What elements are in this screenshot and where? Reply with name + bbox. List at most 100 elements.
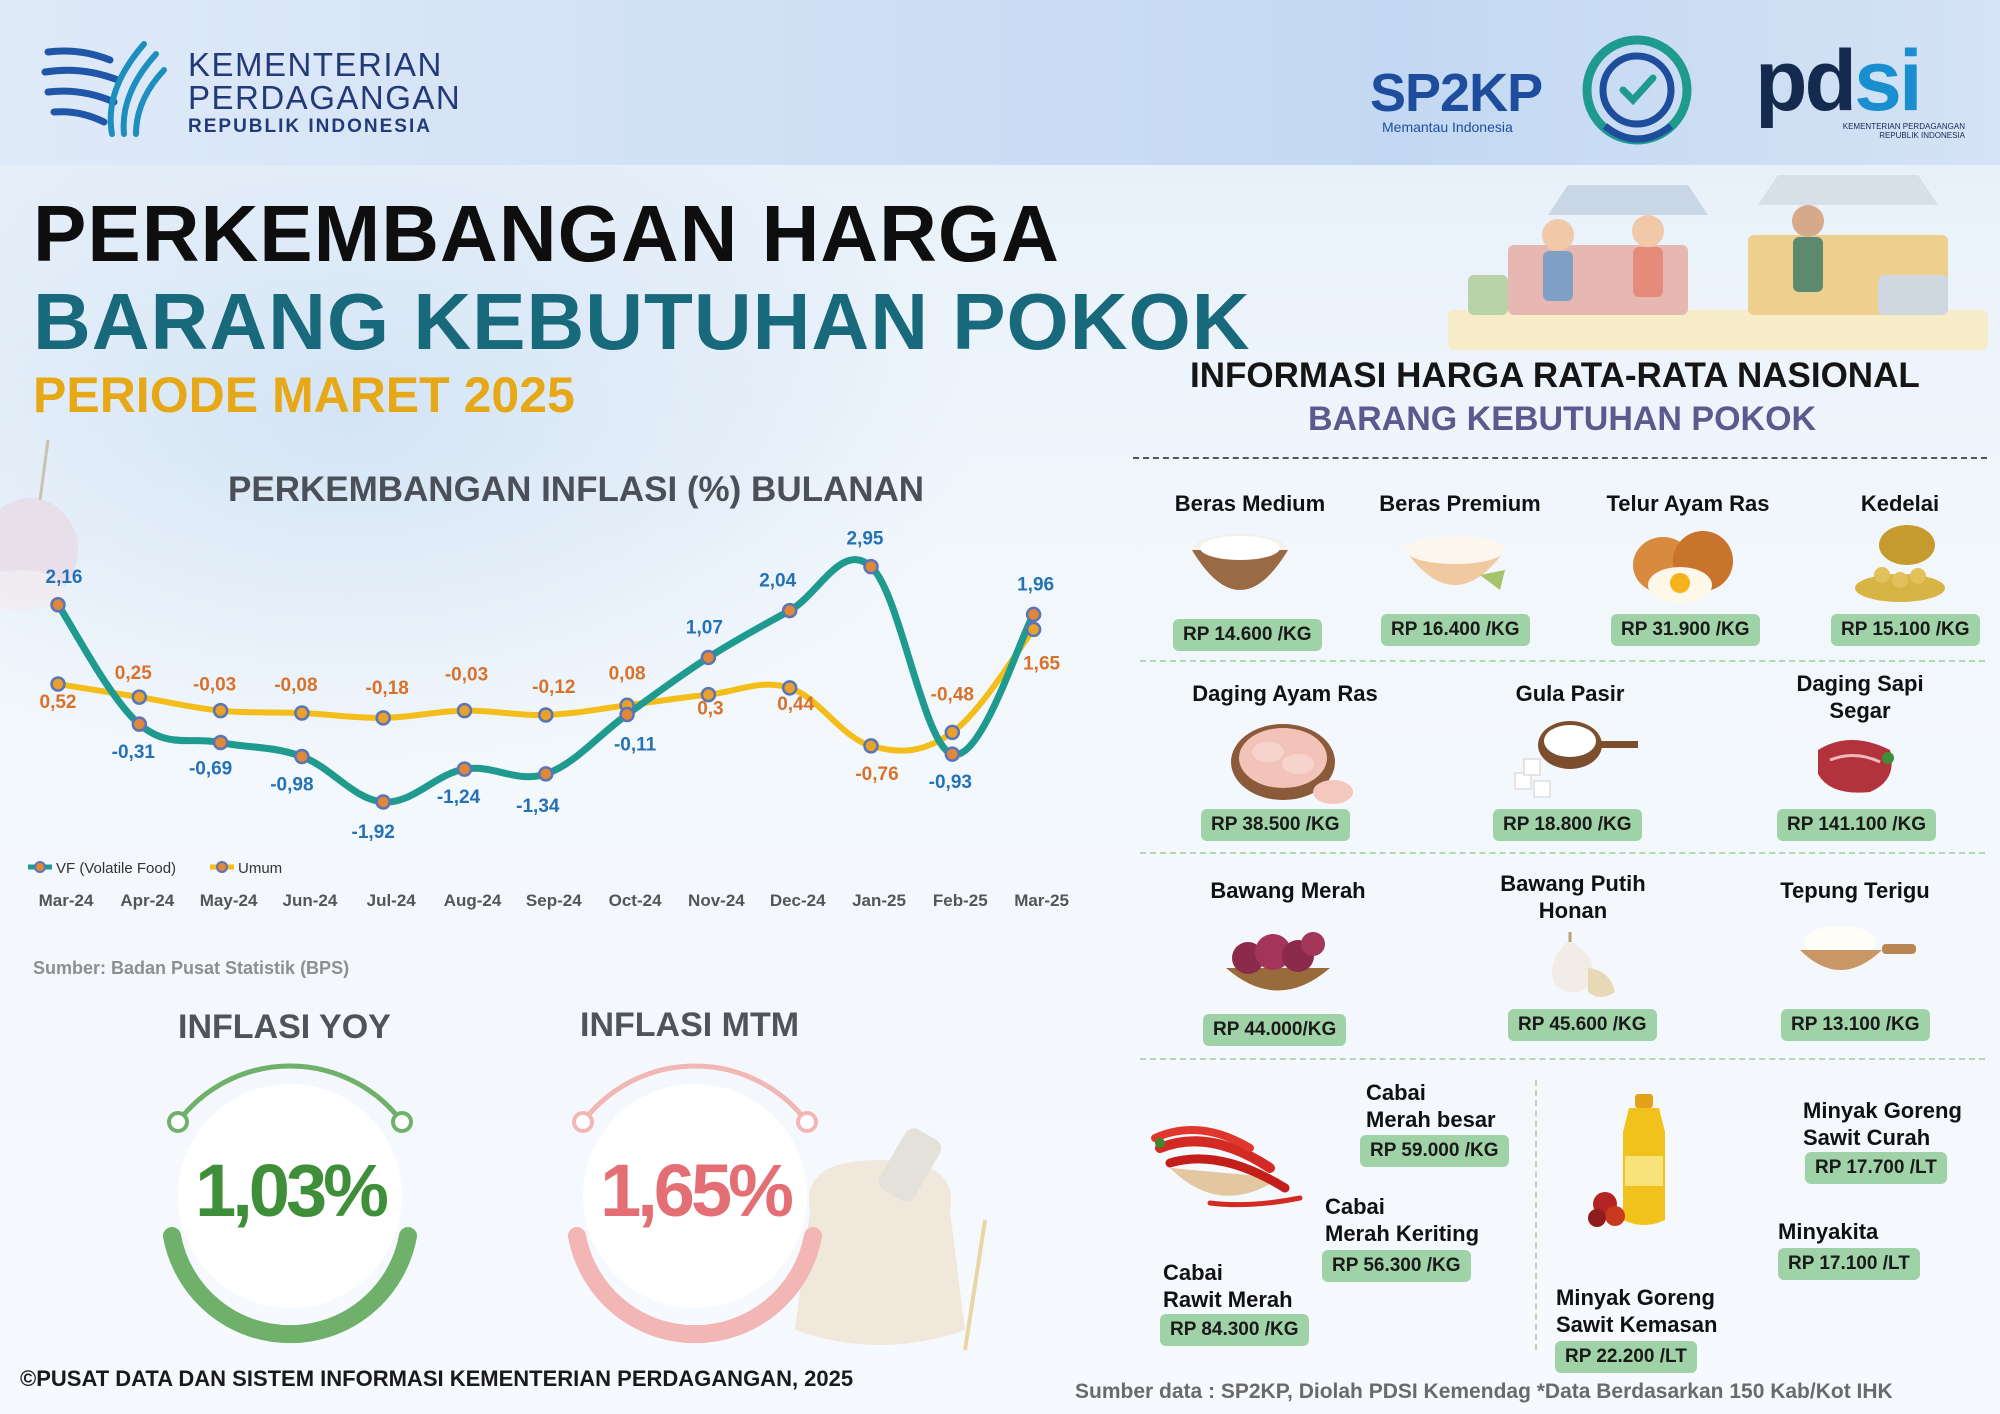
item-daging-ayam-name: Daging Ayam Ras — [1192, 681, 1378, 706]
footer-copyright: ©PUSAT DATA DAN SISTEM INFORMASI KEMENTE… — [20, 1366, 854, 1391]
soybean-icon — [1855, 525, 1945, 602]
page-period: PERIODE MARET 2025 — [33, 367, 575, 423]
egg-icon — [1633, 531, 1733, 603]
data-point-vf — [700, 649, 717, 666]
ministry-line1: KEMENTERIAN — [188, 46, 443, 83]
item-minyakita-price: RP 17.100 /LT — [1778, 1248, 1920, 1280]
x-tick-label: Jul-24 — [367, 891, 417, 910]
data-point-vf — [781, 602, 798, 619]
premium-rice-bowl-icon — [1405, 536, 1505, 590]
data-point-vf — [212, 734, 229, 751]
source-bps: Sumber: Badan Pusat Statistik (BPS) — [33, 958, 350, 978]
item-beras-medium-price: RP 14.600 /KG — [1173, 619, 1322, 651]
data-label-umum: -0,08 — [274, 675, 317, 696]
ministry-name: KEMENTERIAN PERDAGANGAN REPUBLIK INDONES… — [188, 48, 461, 140]
data-label-vf: 1,96 — [1017, 574, 1054, 595]
item-tepung-price: RP 13.100 /KG — [1781, 1009, 1930, 1041]
data-point-umum — [538, 707, 554, 723]
item-cabai-besar-name: Cabai Merah besar — [1366, 1079, 1546, 1133]
legend-vf-marker — [34, 861, 46, 873]
data-point-umum — [456, 702, 473, 719]
mtm-gauge-disc — [583, 1084, 807, 1308]
item-cabai-rawit-name-1: Cabai — [1163, 1260, 1223, 1285]
mtm-gauge-knob-right — [796, 1111, 818, 1133]
item-telur-name: Telur Ayam Ras — [1606, 491, 1770, 516]
x-tick-label: Mar-24 — [39, 891, 94, 910]
data-label-umum: 0,08 — [609, 663, 646, 684]
x-tick-label: Aug-24 — [444, 891, 502, 910]
garlic-icon — [1552, 932, 1615, 997]
mtm-gauge-knob-left — [572, 1111, 594, 1133]
item-beras-premium-name: Beras Premium — [1379, 491, 1541, 516]
sp2kp-emblem-icon — [1582, 35, 1692, 145]
data-point-umum — [212, 702, 229, 719]
data-label-umum: 1,65 — [1023, 653, 1060, 674]
item-minyak-curah-name: Minyak Goreng Sawit Curah — [1803, 1097, 2000, 1151]
data-label-vf: 2,04 — [759, 571, 796, 592]
mtm-gauge — [568, 1063, 822, 1344]
item-minyak-kemasan-name-2: Sawit Kemasan — [1556, 1312, 1718, 1337]
data-point-vf — [863, 558, 879, 575]
yoy-gauge-arc-top — [176, 1063, 404, 1124]
mtm-gauge-arc-top — [581, 1063, 809, 1124]
market-illustration — [1448, 175, 1988, 350]
x-tick-label: Apr-24 — [120, 891, 174, 910]
item-bawang-putih-price: RP 45.600 /KG — [1508, 1009, 1657, 1041]
item-cabai-keriting-name: Cabai Merah Keriting — [1325, 1193, 1525, 1247]
pdsi-logo-pd: pd — [1755, 33, 1857, 129]
footer-source: Sumber data : SP2KP, Diolah PDSI Kemenda… — [1075, 1380, 1893, 1403]
data-point-umum — [863, 738, 879, 754]
yoy-gauge — [163, 1063, 417, 1344]
column-divider — [1535, 1080, 1537, 1350]
item-cabai-rawit-name: Cabai Rawit Merah — [1163, 1259, 1343, 1313]
item-bawang-putih-name: Bawang Putih Honan — [1458, 870, 1688, 924]
pdsi-logo-si: si — [1854, 33, 1923, 129]
chili-icon — [1151, 1126, 1303, 1208]
ministry-line2: PERDAGANGAN — [188, 79, 462, 116]
inflasi-mtm-value: 1,65% — [600, 1149, 794, 1232]
item-gula-name: Gula Pasir — [1515, 681, 1625, 706]
data-point-umum — [944, 724, 961, 741]
data-point-umum — [700, 686, 717, 703]
sp2kp-logo-text: SP2KP — [1370, 63, 1543, 123]
pdsi-sub: KEMENTERIAN PERDAGANGAN REPUBLIK INDONES… — [1842, 122, 1965, 140]
kemendag-logo-icon — [41, 41, 167, 137]
data-label-vf: -0,11 — [614, 734, 657, 755]
data-label-vf: 1,07 — [686, 617, 723, 638]
item-gula-price: RP 18.800 /KG — [1493, 809, 1642, 841]
rice-bowl-icon — [1192, 534, 1288, 590]
data-label-vf: -0,93 — [929, 772, 972, 793]
sp2kp-tagline: Memantau Indonesia — [1382, 119, 1513, 135]
item-kedelai-price: RP 15.100 /KG — [1831, 614, 1980, 646]
x-tick-label: Oct-24 — [609, 891, 662, 910]
item-minyak-curah-price: RP 17.700 /LT — [1805, 1152, 1947, 1184]
data-point-vf — [375, 794, 391, 810]
row-divider-2 — [1140, 852, 1985, 854]
flour-sack-decor-icon — [795, 1128, 987, 1351]
yoy-gauge-knob-left — [167, 1111, 189, 1133]
legend-vf-label: VF (Volatile Food) — [56, 860, 176, 877]
flour-bowl-icon — [1800, 926, 1916, 970]
data-label-umum: 0,3 — [697, 699, 723, 720]
item-minyakita-name: Minyakita — [1778, 1219, 1879, 1244]
data-label-vf: -1,24 — [437, 787, 481, 808]
data-point-umum — [375, 710, 391, 726]
item-bawang-putih-name-2: Honan — [1538, 898, 1608, 923]
yoy-gauge-knob-right — [391, 1111, 413, 1133]
data-label-vf: 2,16 — [46, 567, 83, 588]
legend-umum-marker — [216, 861, 228, 873]
x-tick-label: May-24 — [200, 891, 258, 910]
item-daging-sapi-name-1: Daging Sapi — [1796, 671, 1924, 696]
data-point-umum — [781, 680, 798, 696]
data-point-umum — [294, 705, 310, 721]
yoy-gauge-arc-bottom — [163, 1227, 417, 1344]
x-tick-label: Jan-25 — [852, 891, 906, 910]
data-point-vf — [944, 746, 961, 762]
item-cabai-rawit-price: RP 84.300 /KG — [1160, 1314, 1309, 1346]
item-daging-sapi-price: RP 141.100 /KG — [1777, 809, 1937, 841]
data-point-umum — [1025, 621, 1042, 638]
item-daging-sapi-name: Daging Sapi Segar — [1750, 670, 1970, 724]
item-minyak-curah-name-1: Minyak Goreng — [1803, 1098, 1962, 1123]
beef-icon — [1818, 740, 1894, 793]
yoy-gauge-disc — [178, 1084, 402, 1308]
